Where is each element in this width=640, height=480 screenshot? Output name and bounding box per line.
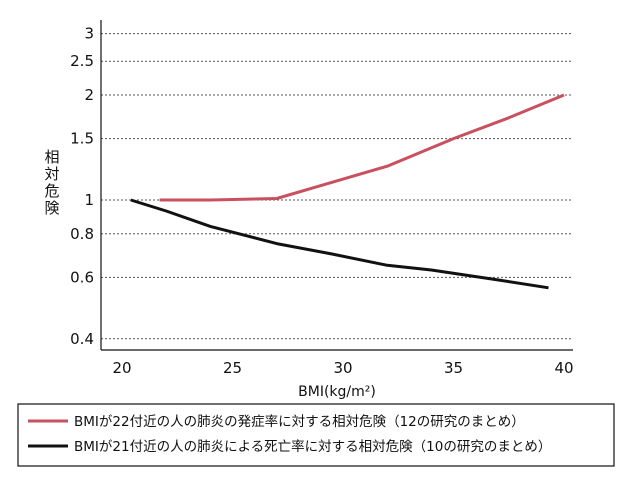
y-tick-layer: 0.4 0.6 0.8 1 1.5 2 2.5 3 (70, 25, 94, 348)
y-tick-label: 1 (84, 191, 94, 209)
x-tick-label: 25 (223, 359, 242, 377)
x-tick-label: 35 (444, 359, 463, 377)
series-layer (130, 93, 565, 290)
y-axis-label-char: 相 (44, 148, 59, 166)
legend-box (17, 403, 615, 467)
x-tick-label: 20 (112, 359, 131, 377)
y-tick-label: 2.5 (70, 52, 94, 70)
x-tick-label: 30 (333, 359, 352, 377)
y-axis-label-char: 対 (44, 165, 59, 183)
y-tick-label: 2 (84, 86, 94, 104)
y-tick-label: 0.6 (70, 268, 94, 286)
legend-label-2: BMIが21付近の人の肺炎による死亡率に対する相対危険（10の研究のまとめ） (74, 438, 551, 455)
y-axis-label-char: 危 (44, 182, 59, 200)
y-tick-label: 0.4 (70, 330, 94, 348)
series-line-2 (130, 198, 549, 290)
y-tick-label: 0.8 (70, 225, 94, 243)
series-line-1 (159, 93, 565, 202)
x-axis-label: BMI(kg/m²) (298, 384, 376, 400)
x-tick-layer: 20 25 30 35 40 (112, 359, 573, 377)
x-tick-label: 40 (554, 359, 573, 377)
y-tick-label: 1.5 (70, 130, 94, 148)
y-tick-label: 3 (84, 25, 94, 43)
legend: BMIが22付近の人の肺炎の発症率に対する相対危険（12の研究のまとめ） BMIが… (28, 413, 551, 455)
y-axis-label: 相対危険 (44, 148, 59, 217)
grid-layer (101, 33, 573, 340)
legend-label-1: BMIが22付近の人の肺炎の発症率に対する相対危険（12の研究のまとめ） (74, 413, 525, 430)
y-axis-label-char: 険 (44, 199, 59, 217)
